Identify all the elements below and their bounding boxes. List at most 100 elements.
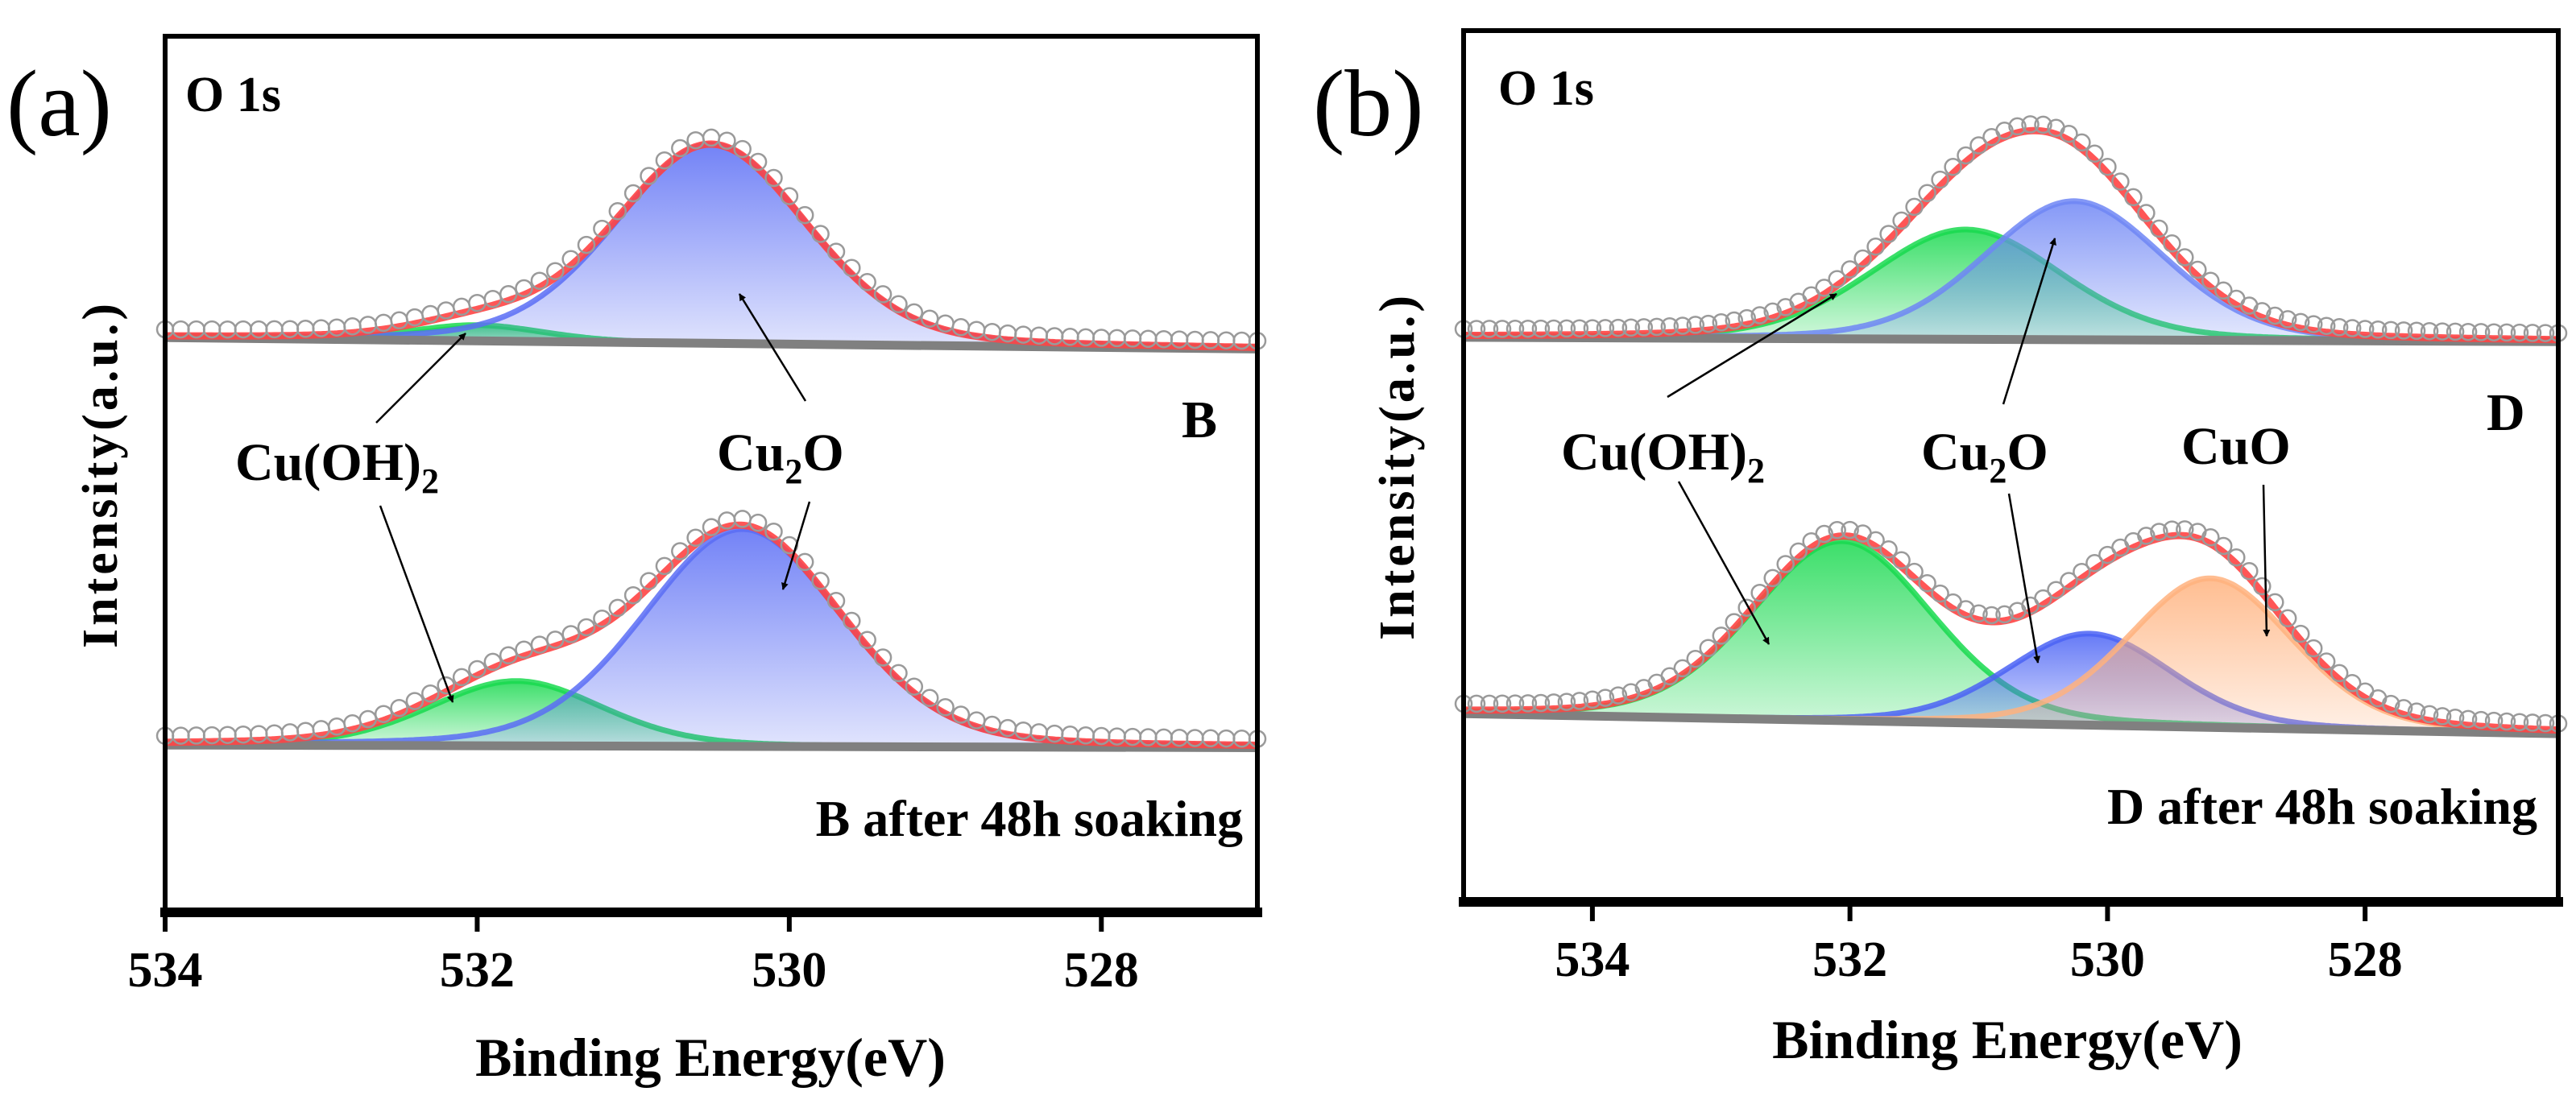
component-fill-cuo — [1464, 578, 2558, 734]
raw-data-point — [1737, 598, 1756, 617]
raw-data-point — [2420, 705, 2439, 724]
raw-data-point — [889, 295, 908, 314]
raw-data-point — [655, 151, 674, 170]
raw-data-point — [1776, 555, 1795, 573]
raw-data-point — [2523, 324, 2542, 342]
raw-data-point — [2021, 115, 2040, 134]
raw-data-point — [1634, 318, 1654, 337]
raw-data-point — [686, 528, 705, 548]
raw-data-point — [2304, 315, 2323, 333]
raw-data-point — [515, 279, 533, 298]
raw-data-point — [468, 660, 487, 679]
raw-data-point — [561, 625, 580, 643]
component-fill-cu2o — [165, 144, 1257, 349]
arrow-cuo-lower-b — [2262, 484, 2271, 637]
raw-data-point — [1957, 146, 1975, 165]
raw-data-point — [577, 618, 596, 637]
panel-label-a: (a) — [6, 51, 112, 156]
raw-data-point — [421, 684, 440, 703]
raw-data-point — [2342, 674, 2362, 693]
raw-data-point — [608, 598, 627, 618]
core-level-label-a: O 1s — [185, 68, 281, 122]
raw-data-point — [1557, 693, 1576, 711]
x-ticks-b: 534 532 530 528 — [1555, 902, 2403, 987]
raw-data-point — [1544, 693, 1563, 712]
raw-data-point — [2536, 324, 2555, 342]
raw-data-point — [1583, 690, 1602, 709]
raw-data-point — [671, 139, 690, 158]
raw-data-point — [826, 591, 846, 610]
raw-data-point — [889, 664, 908, 683]
raw-data-point — [2497, 323, 2516, 342]
raw-data-point — [718, 131, 736, 150]
raw-data-point — [2330, 318, 2349, 337]
x-tick-label-530: 530 — [2070, 932, 2145, 987]
raw-data-point — [1467, 694, 1486, 713]
raw-data-point — [2291, 624, 2310, 643]
raw-data-point — [1995, 605, 2014, 624]
raw-data-point — [811, 225, 830, 243]
raw-data-point — [1480, 694, 1499, 713]
raw-data-point — [2458, 709, 2478, 729]
raw-data-point — [951, 705, 971, 724]
raw-data-point — [1789, 542, 1808, 561]
raw-data-point — [2085, 554, 2104, 573]
raw-data-point — [1531, 693, 1551, 713]
background-line — [1463, 333, 2559, 346]
raw-data-point — [2073, 133, 2091, 152]
raw-data-point — [873, 648, 892, 667]
raw-data-point — [2085, 144, 2104, 163]
raw-data-point — [1853, 249, 1872, 268]
raw-data-point — [655, 556, 674, 576]
annotation-main: Cu — [717, 424, 785, 482]
raw-data-point — [1969, 604, 1988, 623]
raw-data-point — [1879, 225, 1898, 243]
raw-data-point — [2471, 710, 2491, 730]
raw-data-point — [452, 668, 471, 687]
raw-data-point — [2214, 281, 2233, 300]
raw-data-point — [640, 572, 658, 590]
raw-data-point — [1763, 569, 1782, 588]
raw-data-point — [1557, 319, 1576, 338]
annotation-tail: O — [2007, 423, 2048, 482]
raw-data-point — [2073, 562, 2091, 581]
x-tick-label-532: 532 — [440, 943, 515, 998]
raw-data-point — [1596, 688, 1615, 707]
raw-data-point — [483, 652, 503, 672]
background-line — [164, 333, 1258, 354]
sample-label-b: B — [1182, 391, 1217, 449]
raw-data-point — [2176, 248, 2194, 267]
raw-data-point — [2317, 316, 2336, 335]
raw-data-point — [1686, 649, 1705, 668]
raw-data-point — [390, 698, 408, 717]
raw-data-point — [811, 572, 830, 590]
raw-data-point — [1673, 316, 1692, 335]
annotation-main: Cu(OH) — [235, 433, 421, 492]
raw-data-point — [2420, 321, 2439, 341]
background-line — [164, 740, 1258, 752]
raw-data-point — [1609, 686, 1628, 705]
annotation-cuoh2-a: Cu(OH)2 — [235, 433, 439, 501]
raw-data-point — [2034, 115, 2052, 134]
x-tick-label-530: 530 — [752, 943, 826, 998]
component-fill-cu-oh-2 — [165, 680, 1257, 748]
raw-data-point — [499, 646, 518, 665]
raw-data-point — [2047, 581, 2065, 599]
raw-data-point — [2536, 713, 2555, 733]
raw-data-point — [1583, 319, 1602, 337]
raw-data-point — [1995, 122, 2014, 140]
raw-data-point — [1944, 158, 1962, 176]
raw-data-point — [2240, 561, 2259, 581]
raw-data-point — [1892, 551, 1911, 570]
raw-data-point — [2342, 319, 2362, 337]
raw-data-point — [2150, 219, 2168, 238]
raw-data-point — [2278, 609, 2297, 628]
raw-data-point — [2330, 664, 2349, 683]
raw-data-point — [2484, 711, 2504, 730]
raw-data-point — [1725, 311, 1744, 330]
raw-data-point — [2060, 124, 2078, 143]
raw-data-point — [733, 139, 752, 159]
raw-data-point — [1493, 694, 1512, 713]
raw-data-point — [858, 631, 876, 649]
y-axis-title-a: Intensity(a.u.) — [73, 300, 128, 648]
